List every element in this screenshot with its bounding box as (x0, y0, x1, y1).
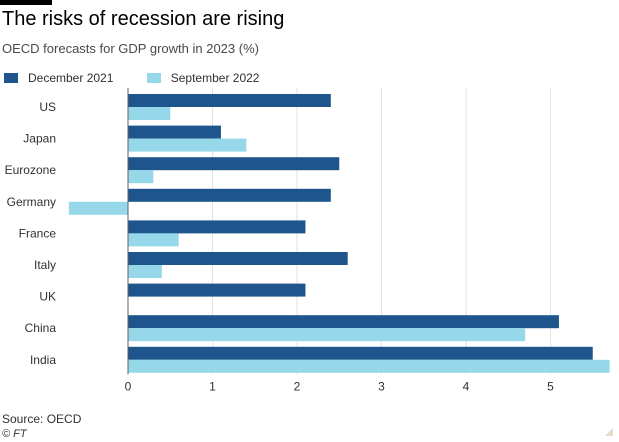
legend-swatch-september-2022 (146, 72, 161, 83)
chart-title: The risks of recession are rising (2, 8, 285, 30)
legend-item-december-2021: December 2021 (4, 71, 113, 85)
bar-us-december-2021 (128, 94, 331, 107)
x-tick-label-1: 1 (209, 379, 216, 393)
category-label-italy: Italy (34, 258, 56, 272)
brand-bar (0, 0, 52, 5)
bar-uk-december-2021 (128, 283, 306, 297)
corner-mark (605, 428, 613, 436)
bar-france-december-2021 (128, 220, 306, 234)
category-label-china: China (25, 321, 57, 335)
bar-india-december-2021 (128, 346, 593, 360)
legend-swatch-december-2021 (4, 72, 18, 83)
chart-subtitle: OECD forecasts for GDP growth in 2023 (%… (2, 41, 259, 56)
category-label-india: India (30, 353, 56, 367)
category-label-us: US (39, 100, 56, 114)
bar-chart: US Japan Eurozone Germany France Italy UK China… (5, 88, 610, 393)
bar-japan-september-2022 (128, 138, 247, 152)
chart-legend: December 2021 September 2022 (4, 70, 289, 85)
category-label-uk: UK (39, 290, 56, 304)
bar-china-december-2021 (128, 315, 559, 329)
bar-germany-september-2022 (68, 201, 128, 215)
x-tick-label-2: 2 (294, 379, 301, 393)
x-tick-label-5: 5 (547, 379, 554, 393)
bar-china-september-2022 (128, 328, 526, 342)
category-label-germany: Germany (7, 195, 56, 209)
source-note: Source: OECD (2, 412, 82, 426)
category-label-france: France (19, 226, 57, 240)
bar-italy-september-2022 (128, 265, 162, 278)
category-label-eurozone: Eurozone (5, 163, 57, 177)
bar-eurozone-september-2022 (128, 170, 154, 184)
x-tick-label-4: 4 (463, 379, 470, 393)
bar-india-september-2022 (128, 359, 610, 373)
category-label-japan: Japan (23, 132, 56, 146)
legend-label-september-2022: September 2022 (170, 70, 260, 85)
copyright-note: © FT (2, 428, 27, 440)
x-tick-label-0: 0 (125, 379, 132, 393)
x-tick-label-3: 3 (378, 379, 385, 393)
bar-eurozone-december-2021 (128, 157, 340, 171)
legend-item-september-2022: September 2022 (146, 70, 260, 85)
bar-italy-december-2021 (128, 252, 348, 265)
bar-france-september-2022 (128, 233, 179, 247)
bar-us-september-2022 (128, 107, 171, 120)
bar-germany-december-2021 (128, 188, 331, 202)
legend-label-december-2021: December 2021 (28, 70, 114, 85)
bar-japan-december-2021 (128, 125, 221, 139)
